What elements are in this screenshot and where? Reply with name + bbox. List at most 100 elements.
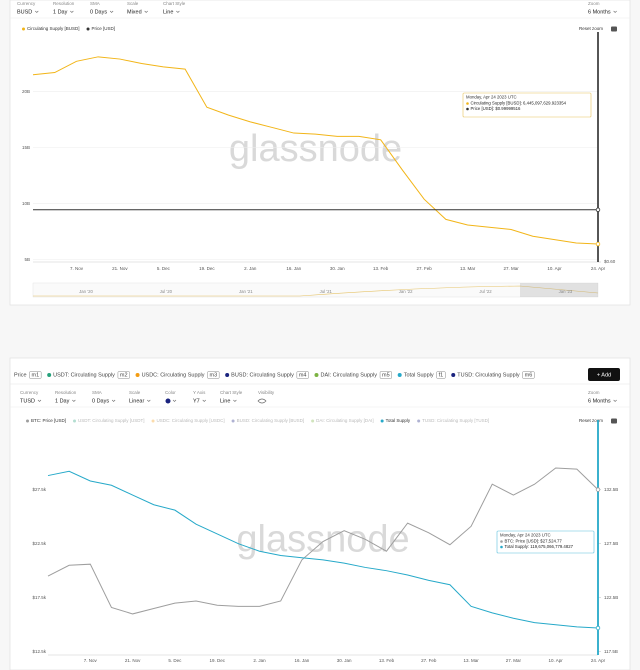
legend-dot[interactable]	[73, 419, 77, 423]
control-value[interactable]: 1 Day	[53, 9, 68, 15]
series-line	[47, 470, 599, 629]
legend-dot[interactable]	[380, 419, 384, 423]
legend-label[interactable]: BTC: Price [USD]	[31, 418, 66, 423]
metric-badge: m4	[299, 372, 307, 378]
zoom-value[interactable]: 6 Months	[588, 398, 611, 404]
metric-label[interactable]: USDC: Circulating Supply	[142, 372, 205, 378]
control-label: Color	[165, 390, 176, 395]
legend-dot[interactable]	[22, 27, 25, 31]
metric-label[interactable]: Price	[14, 372, 27, 378]
y-tick-label: 20B	[22, 89, 30, 94]
navigator-label: Jul '21	[320, 289, 333, 294]
control-value[interactable]: BUSD	[17, 9, 32, 15]
x-tick-label: 21. Nov	[112, 266, 128, 271]
reset-zoom[interactable]: Reset zoom	[579, 26, 603, 31]
control-value[interactable]: TUSD	[20, 398, 35, 404]
visibility-icon[interactable]	[257, 398, 267, 404]
x-tick-label: 10. Apr	[549, 658, 564, 663]
legend-label[interactable]: USDT: Circulating Supply [USDT]	[78, 418, 145, 423]
metric-label[interactable]: BUSD: Circulating Supply	[231, 372, 294, 378]
camera-icon[interactable]	[611, 418, 617, 424]
dropdown-caret	[147, 399, 151, 402]
dropdown-caret	[613, 399, 617, 402]
zoom-label: Zoom	[588, 390, 600, 395]
metric-badge: m1	[32, 372, 40, 378]
dropdown-caret	[233, 399, 237, 402]
x-tick-label: 19. Dec	[209, 658, 225, 663]
control-value[interactable]: Line	[220, 398, 230, 404]
y2-tick-label: 132.5B	[604, 487, 618, 492]
x-tick-label: 27. Mar	[503, 266, 519, 271]
control-label: Visibility	[258, 390, 275, 395]
color-swatch[interactable]	[165, 398, 171, 404]
legend-dot[interactable]	[311, 419, 315, 423]
x-tick-label: 24. Apr	[591, 658, 606, 663]
control-value[interactable]: 0 Days	[92, 398, 109, 404]
x-tick-label: 2. Jan	[244, 266, 257, 271]
legend-dot[interactable]	[231, 419, 235, 423]
navigator-label: Jul '22	[479, 289, 492, 294]
x-tick-label: 21. Nov	[125, 658, 141, 663]
control-value[interactable]: Y7	[193, 398, 200, 404]
x-tick-label: 27. Feb	[417, 266, 433, 271]
legend-dot[interactable]	[151, 419, 155, 423]
dropdown-caret	[176, 10, 180, 13]
tooltip-box	[496, 530, 595, 554]
legend-label[interactable]: BUSD: Circulating Supply [BUSD]	[237, 418, 305, 423]
control-label: Scale	[129, 390, 141, 395]
legend-dot[interactable]	[417, 419, 421, 423]
legend-label[interactable]: DAI: Circulating Supply [DAI]	[316, 418, 374, 423]
y-tick-label: 15B	[22, 145, 30, 150]
legend-dot[interactable]	[86, 27, 90, 31]
legend-label[interactable]: TUSD: Circulating Supply [TUSD]	[422, 418, 489, 423]
navigator-window[interactable]	[520, 283, 598, 297]
series-line	[47, 467, 599, 615]
end-point	[595, 241, 601, 247]
tooltip-box	[462, 92, 592, 118]
legend-label[interactable]: Total Supply	[386, 418, 411, 423]
add-button[interactable]	[588, 368, 620, 381]
control-label: Y Axis	[193, 390, 206, 395]
control-value[interactable]: 0 Days	[90, 9, 107, 15]
control-value[interactable]: Mixed	[127, 9, 142, 15]
x-tick-label: 13. Mar	[460, 266, 476, 271]
navigator	[32, 282, 599, 298]
metric-badge: f1	[439, 372, 444, 378]
legend-label[interactable]: Circulating Supply [BUSD]	[27, 26, 80, 31]
right-edge-bar	[597, 32, 599, 262]
y-tick-label: $22.5k	[32, 541, 46, 546]
x-tick-label: 16. Jan	[294, 658, 309, 663]
legend-label[interactable]: USDC: Circulating Supply [USDC]	[157, 418, 225, 423]
navigator-label: Jan '22	[399, 289, 413, 294]
control-value[interactable]: Line	[163, 9, 173, 15]
metric-label[interactable]: DAI: Circulating Supply	[320, 372, 377, 378]
control-value[interactable]: Linear	[129, 398, 144, 404]
badge-box	[522, 371, 535, 379]
navigator-line	[33, 285, 599, 297]
dropdown-caret	[613, 10, 617, 13]
metric-label[interactable]: USDT: Circulating Supply	[53, 372, 115, 378]
zoom-value[interactable]: 6 Months	[588, 9, 611, 15]
y2-tick-label: $0.60	[604, 259, 616, 264]
legend-label[interactable]: Price [USD]	[92, 26, 116, 31]
metric-label[interactable]: Total Supply	[404, 372, 434, 378]
control-label: Scale	[127, 1, 139, 6]
control-value[interactable]: 1 Day	[55, 398, 70, 404]
add-button-label[interactable]: + Add	[597, 372, 611, 378]
metric-dot	[397, 373, 402, 377]
navigator-label: Jan '20	[79, 289, 93, 294]
x-tick-label: 24. Apr	[591, 266, 606, 271]
badge-box	[117, 371, 130, 379]
tooltip-line: Total Supply: 119,675,066,779.4827	[505, 544, 574, 549]
reset-zoom[interactable]: Reset zoom	[579, 418, 603, 423]
tooltip-title: Monday, Apr 24 2023 UTC	[466, 95, 517, 100]
series-line	[32, 56, 599, 245]
metric-dot	[451, 373, 456, 377]
y2-tick-label: 122.5B	[604, 595, 618, 600]
watermark: glassnode	[229, 128, 402, 170]
metric-label[interactable]: TUSD: Circulating Supply	[457, 372, 520, 378]
camera-icon[interactable]	[611, 26, 617, 32]
legend-dot[interactable]	[26, 419, 29, 423]
end-point	[595, 207, 601, 212]
metric-dot	[135, 373, 140, 377]
